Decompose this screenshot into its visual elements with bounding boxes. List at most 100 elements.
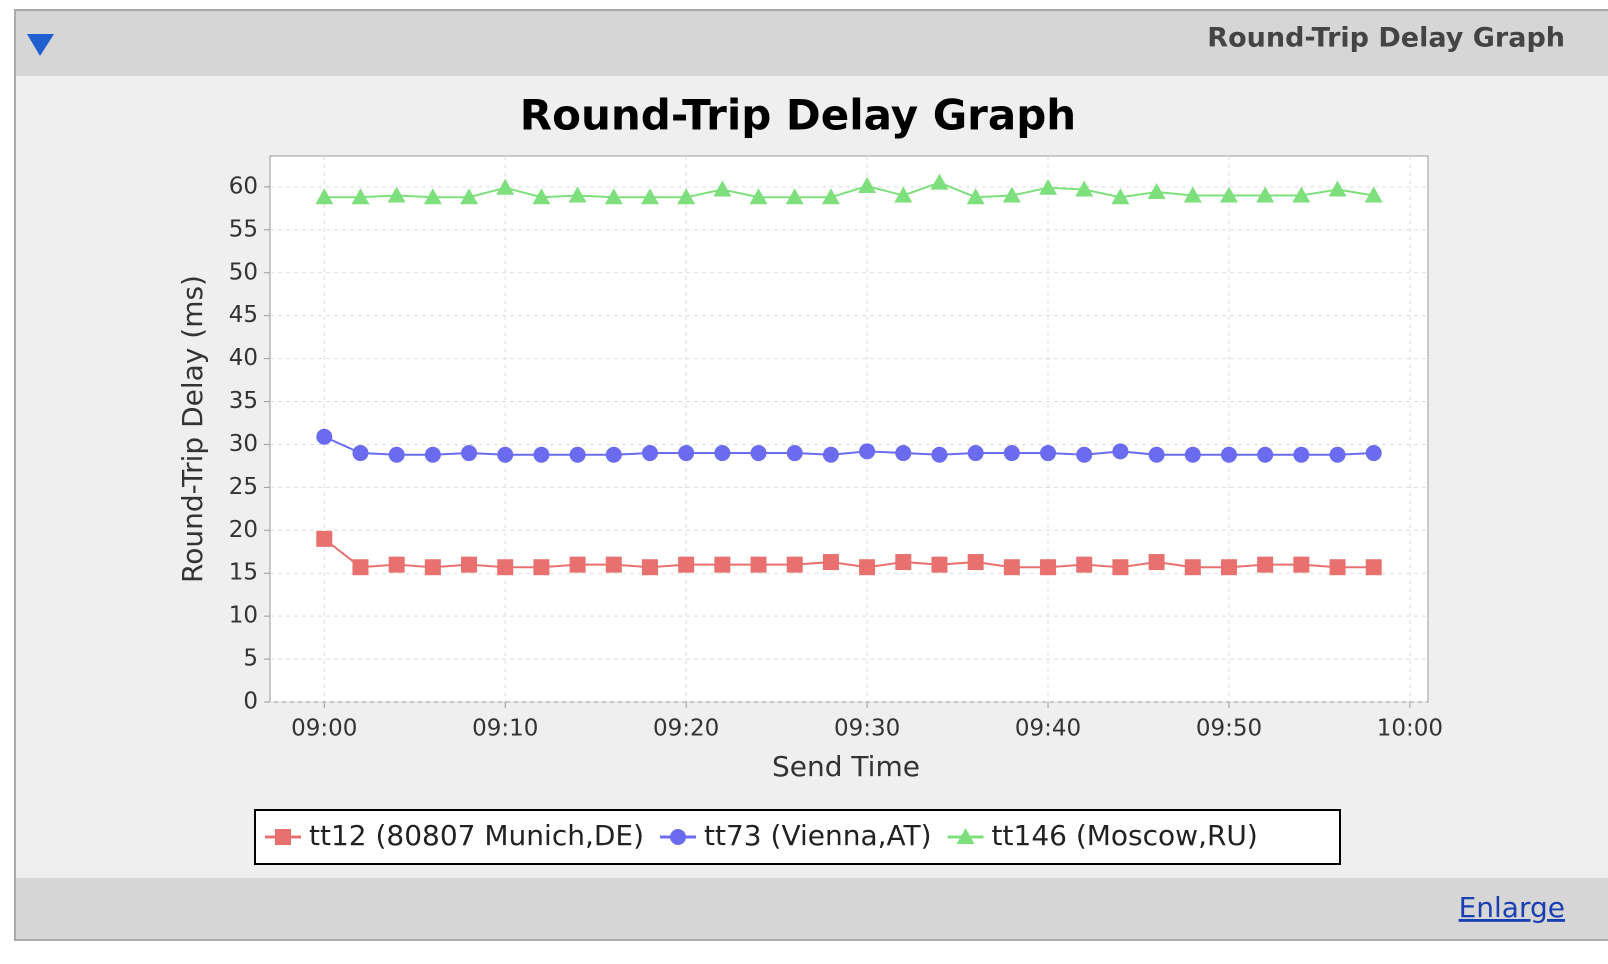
marker-circle (1003, 445, 1020, 462)
marker-triangle (496, 178, 515, 195)
marker-circle (1220, 446, 1237, 463)
legend-label: tt73 (Vienna,AT) (704, 819, 932, 852)
marker-square (388, 556, 405, 573)
y-axis-label: Round-Trip Delay (ms) (176, 275, 209, 583)
marker-square (1076, 556, 1093, 573)
marker-triangle (858, 177, 877, 194)
y-tick-label: 50 (229, 259, 258, 285)
marker-triangle (677, 188, 696, 205)
marker-triangle (1364, 186, 1383, 203)
marker-circle (967, 445, 984, 462)
y-tick-label: 45 (229, 302, 258, 328)
marker-triangle (1292, 186, 1311, 203)
marker-circle (352, 445, 369, 462)
marker-square (1003, 559, 1020, 576)
chart-title: Round-Trip Delay Graph (520, 91, 1076, 140)
marker-square (533, 559, 550, 576)
marker-triangle (1002, 186, 1021, 203)
marker-square (424, 559, 441, 576)
marker-square (316, 530, 333, 547)
y-tick-label: 0 (243, 689, 258, 715)
legend-item: tt12 (80807 Munich,DE) (265, 819, 644, 852)
marker-triangle (749, 188, 768, 205)
marker-square (967, 554, 984, 571)
marker-circle (1076, 446, 1093, 463)
marker-circle (569, 446, 586, 463)
y-tick-label: 40 (229, 345, 258, 371)
marker-triangle (785, 188, 804, 205)
marker-triangle (1328, 180, 1347, 197)
marker-square (931, 556, 948, 573)
legend (254, 809, 1341, 865)
panel-header (16, 11, 1608, 76)
marker-triangle (604, 188, 623, 205)
marker-square (605, 556, 622, 573)
marker-square (678, 556, 695, 573)
marker-square (895, 554, 912, 571)
legend-label: tt12 (80807 Munich,DE) (309, 819, 644, 852)
marker-square (714, 556, 731, 573)
marker-square (859, 559, 876, 576)
marker-circle (424, 446, 441, 463)
x-tick-label: 09:40 (1015, 716, 1081, 742)
marker-triangle (930, 173, 949, 190)
marker-circle (533, 446, 550, 463)
panel-footer (16, 878, 1608, 939)
header-title: Round-Trip Delay Graph (1207, 23, 1565, 54)
marker-square (822, 554, 839, 571)
marker-triangle (460, 188, 479, 205)
series-line (324, 181, 1374, 199)
marker-square (1040, 559, 1057, 576)
marker-circle (641, 445, 658, 462)
marker-circle (1329, 446, 1346, 463)
legend-item: tt146 (Moscow,RU) (947, 819, 1258, 852)
marker-circle (1112, 443, 1129, 460)
marker-square (461, 556, 478, 573)
x-axis-label: Send Time (772, 750, 920, 783)
marker-square (352, 559, 369, 576)
marker-square (1184, 559, 1201, 576)
marker-square (275, 829, 291, 845)
collapse-toggle[interactable] (27, 34, 54, 56)
x-tick-label: 09:00 (291, 716, 357, 742)
marker-circle (750, 445, 767, 462)
marker-circle (714, 445, 731, 462)
marker-triangle (351, 188, 370, 205)
marker-square (1365, 559, 1382, 576)
marker-circle (786, 445, 803, 462)
marker-circle (1040, 445, 1057, 462)
y-tick-label: 10 (229, 603, 258, 629)
x-tick-label: 10:00 (1377, 716, 1443, 742)
y-tick-label: 15 (229, 560, 258, 586)
marker-triangle (1147, 183, 1166, 200)
marker-triangle (1039, 178, 1058, 195)
marker-circle (1148, 446, 1165, 463)
enlarge-link[interactable]: Enlarge (1459, 891, 1565, 924)
marker-triangle (387, 186, 406, 203)
marker-triangle (1219, 186, 1238, 203)
marker-triangle (1256, 186, 1275, 203)
marker-square (1293, 556, 1310, 573)
marker-square (1329, 559, 1346, 576)
legend-item: tt73 (Vienna,AT) (660, 819, 932, 852)
marker-circle (1365, 445, 1382, 462)
marker-circle (678, 445, 695, 462)
marker-triangle (640, 188, 659, 205)
marker-circle (895, 445, 912, 462)
marker-square (1112, 559, 1129, 576)
marker-circle (1293, 446, 1310, 463)
legend-label: tt146 (Moscow,RU) (992, 819, 1258, 852)
marker-square (1220, 559, 1237, 576)
marker-triangle (894, 186, 913, 203)
marker-circle (1184, 446, 1201, 463)
marker-triangle (821, 188, 840, 205)
marker-circle (670, 829, 687, 845)
marker-square (641, 559, 658, 576)
marker-square (1148, 554, 1165, 571)
y-tick-label: 35 (229, 388, 258, 414)
y-tick-label: 25 (229, 474, 258, 500)
marker-square (786, 556, 803, 573)
marker-circle (316, 428, 333, 445)
y-tick-label: 30 (229, 431, 258, 457)
